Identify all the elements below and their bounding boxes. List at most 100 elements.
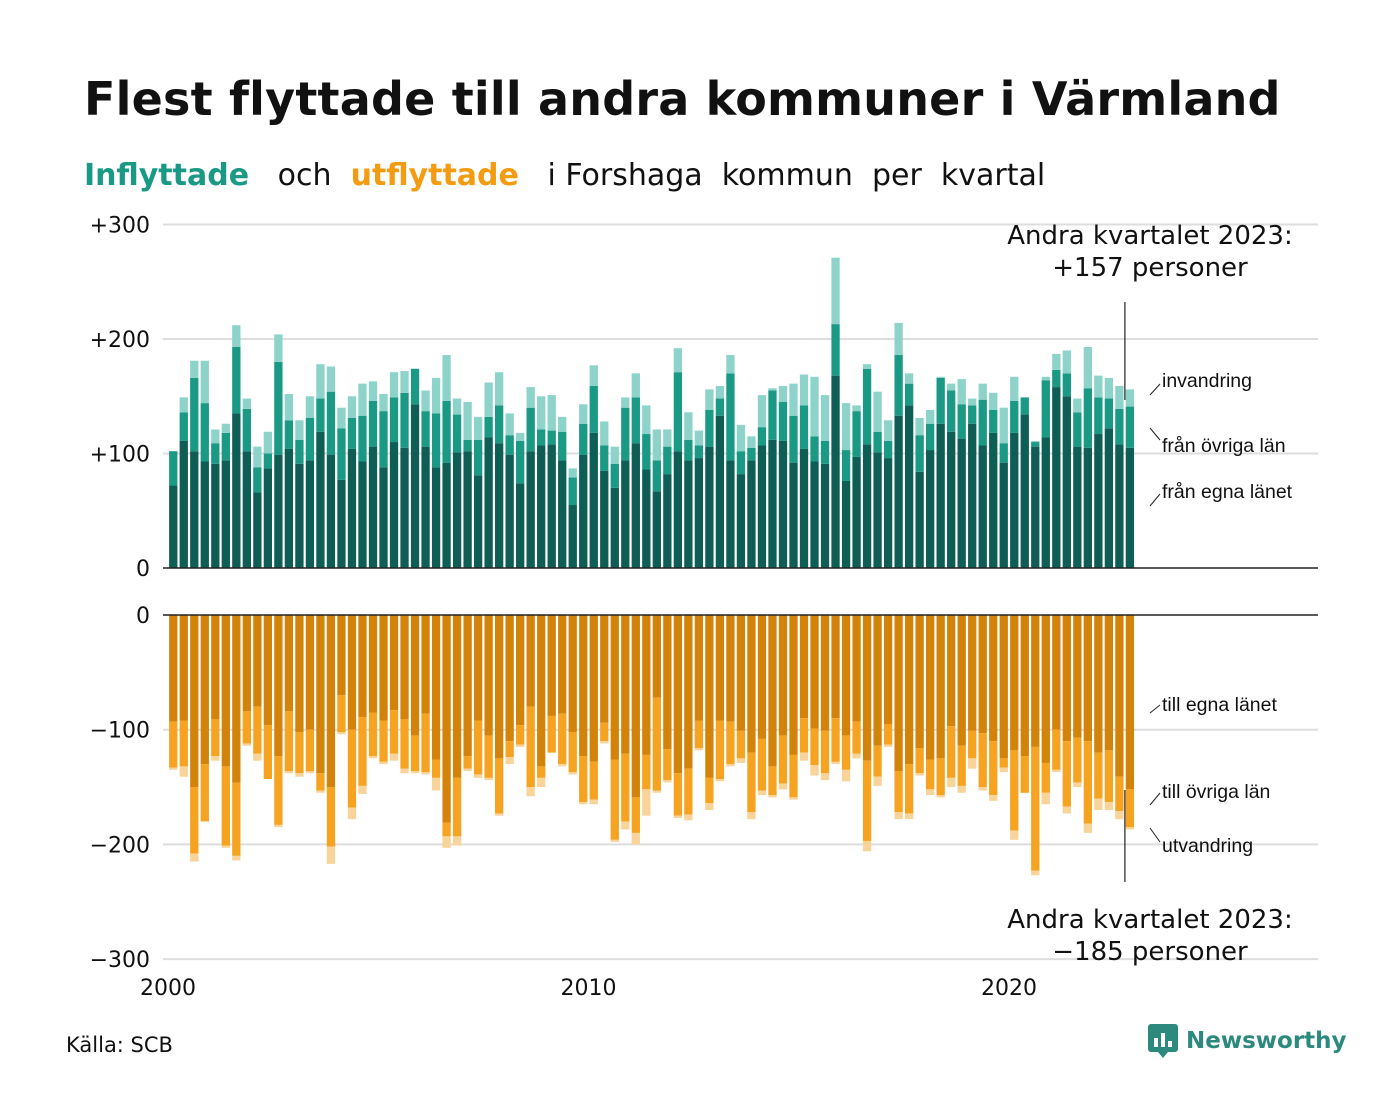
outflow-bar-segment xyxy=(631,832,640,845)
inflow-bar-segment xyxy=(1031,442,1040,447)
outflow-bar-segment xyxy=(904,764,914,814)
outflow-bar-segment xyxy=(1052,729,1061,770)
outflow-bar-segment xyxy=(358,615,367,718)
inflow-bar-segment xyxy=(232,325,241,348)
outflow-bar-segment xyxy=(347,729,357,808)
inflow-bar-segment xyxy=(904,405,914,568)
inflow-bar-segment xyxy=(947,431,956,568)
inflow-bar-segment xyxy=(947,390,956,432)
inflow-bar-segment xyxy=(852,456,861,568)
inflow-bar-segment xyxy=(1020,414,1029,568)
outflow-bar-segment xyxy=(989,795,998,801)
inflow-bar-segment xyxy=(904,373,914,384)
inflow-bar-segment xyxy=(568,477,577,506)
chart-subtitle: Inflyttade och utflyttade i Forshaga kom… xyxy=(84,158,1045,193)
outflow-bar-segment xyxy=(242,615,251,712)
inflow-bar-segment xyxy=(768,439,777,568)
outflow-bar-segment xyxy=(232,855,241,861)
inflow-bar-segment xyxy=(1094,434,1103,568)
inflow-bar-segment xyxy=(368,446,378,568)
outflow-bar-segment xyxy=(589,615,598,762)
inflow-bar-segment xyxy=(705,409,714,447)
bottom-series-leader xyxy=(1149,792,1161,806)
outflow-bar-segment xyxy=(883,615,893,724)
outflow-bar-segment xyxy=(347,807,357,820)
outflow-bar-segment xyxy=(452,836,462,846)
inflow-bar-segment xyxy=(211,443,220,464)
inflow-bar-segment xyxy=(1062,373,1071,397)
outflow-bar-segment xyxy=(810,728,819,766)
inflow-bar-segment xyxy=(831,375,840,568)
inflow-bar-segment xyxy=(715,398,725,416)
outflow-bar-segment xyxy=(442,822,451,837)
inflow-bar-segment xyxy=(537,396,546,430)
inflow-bar-segment xyxy=(789,383,798,416)
inflow-bar-segment xyxy=(516,432,525,441)
outflow-bar-segment xyxy=(810,615,819,729)
outflow-bar-segment xyxy=(642,754,651,790)
inflow-bar-segment xyxy=(610,463,619,488)
outflow-bar-segment xyxy=(179,615,188,721)
outflow-bar-segment xyxy=(947,615,956,727)
outflow-bar-segment xyxy=(1062,741,1071,807)
outflow-bar-segment xyxy=(862,615,872,761)
xtick-label: 2020 xyxy=(981,976,1037,1000)
outflow-bar-segment xyxy=(642,615,651,755)
outflow-bar-segment xyxy=(715,720,725,780)
outflow-bar-segment xyxy=(410,615,420,736)
outflow-bar-segment xyxy=(305,615,315,730)
inflow-bar-segment xyxy=(368,381,378,401)
outflow-bar-segment xyxy=(568,615,577,732)
inflow-bar-segment xyxy=(190,360,199,378)
inflow-bar-segment xyxy=(211,463,220,569)
bottom-ytick-label: 0 xyxy=(136,604,150,629)
inflow-bar-segment xyxy=(516,483,525,568)
inflow-bar-segment xyxy=(421,446,430,568)
inflow-bar-segment xyxy=(926,423,935,451)
inflow-bar-segment xyxy=(1010,432,1019,568)
inflow-bar-segment xyxy=(757,395,767,428)
inflow-bar-segment xyxy=(200,403,209,462)
outflow-bar-segment xyxy=(968,758,977,769)
outflow-bar-segment xyxy=(957,785,966,793)
outflow-bar-segment xyxy=(684,615,693,769)
inflow-bar-segment xyxy=(347,418,357,449)
inflow-bar-segment xyxy=(326,366,336,392)
outflow-bar-segment xyxy=(1125,789,1135,828)
inflow-bar-segment xyxy=(253,446,262,468)
inflow-bar-segment xyxy=(747,436,756,448)
subtitle-rest: i Forshaga kommun per kvartal xyxy=(547,158,1046,193)
inflow-bar-segment xyxy=(1010,376,1019,401)
bottom-ytick-label: −200 xyxy=(90,833,150,858)
inflow-bar-segment xyxy=(1094,397,1103,435)
outflow-bar-segment xyxy=(494,758,504,814)
bottom-annotation-line1: Andra kvartalet 2023: xyxy=(1007,905,1292,935)
inflow-bar-segment xyxy=(558,431,567,461)
outflow-bar-segment xyxy=(589,799,598,805)
outflow-bar-segment xyxy=(284,770,294,774)
inflow-bar-segment xyxy=(968,423,977,568)
outflow-bar-segment xyxy=(926,789,935,796)
inflow-bar-segment xyxy=(263,453,273,469)
inflow-bar-segment xyxy=(652,460,661,492)
outflow-bar-segment xyxy=(1010,830,1019,840)
newsworthy-logo: Newsworthy xyxy=(1148,1024,1347,1058)
outflow-bar-segment xyxy=(221,615,230,767)
inflow-bar-segment xyxy=(810,461,819,568)
outflow-bar-segment xyxy=(1125,827,1135,830)
outflow-bar-segment xyxy=(894,615,903,771)
outflow-bar-segment xyxy=(915,773,924,776)
outflow-bar-segment xyxy=(242,711,251,744)
bottom-series-leader xyxy=(1149,704,1161,714)
outflow-bar-segment xyxy=(1073,782,1082,788)
outflow-bar-segment xyxy=(1062,806,1071,814)
inflow-bar-segment xyxy=(673,372,683,452)
inflow-bar-segment xyxy=(463,451,472,568)
inflow-bar-segment xyxy=(579,454,588,568)
outflow-bar-segment xyxy=(1104,801,1114,810)
outflow-bar-segment xyxy=(368,615,378,713)
inflow-bar-segment xyxy=(421,411,430,447)
outflow-bar-segment xyxy=(284,711,294,771)
inflow-bar-segment xyxy=(1041,380,1050,438)
top-series-label: från egna länet xyxy=(1162,481,1293,503)
